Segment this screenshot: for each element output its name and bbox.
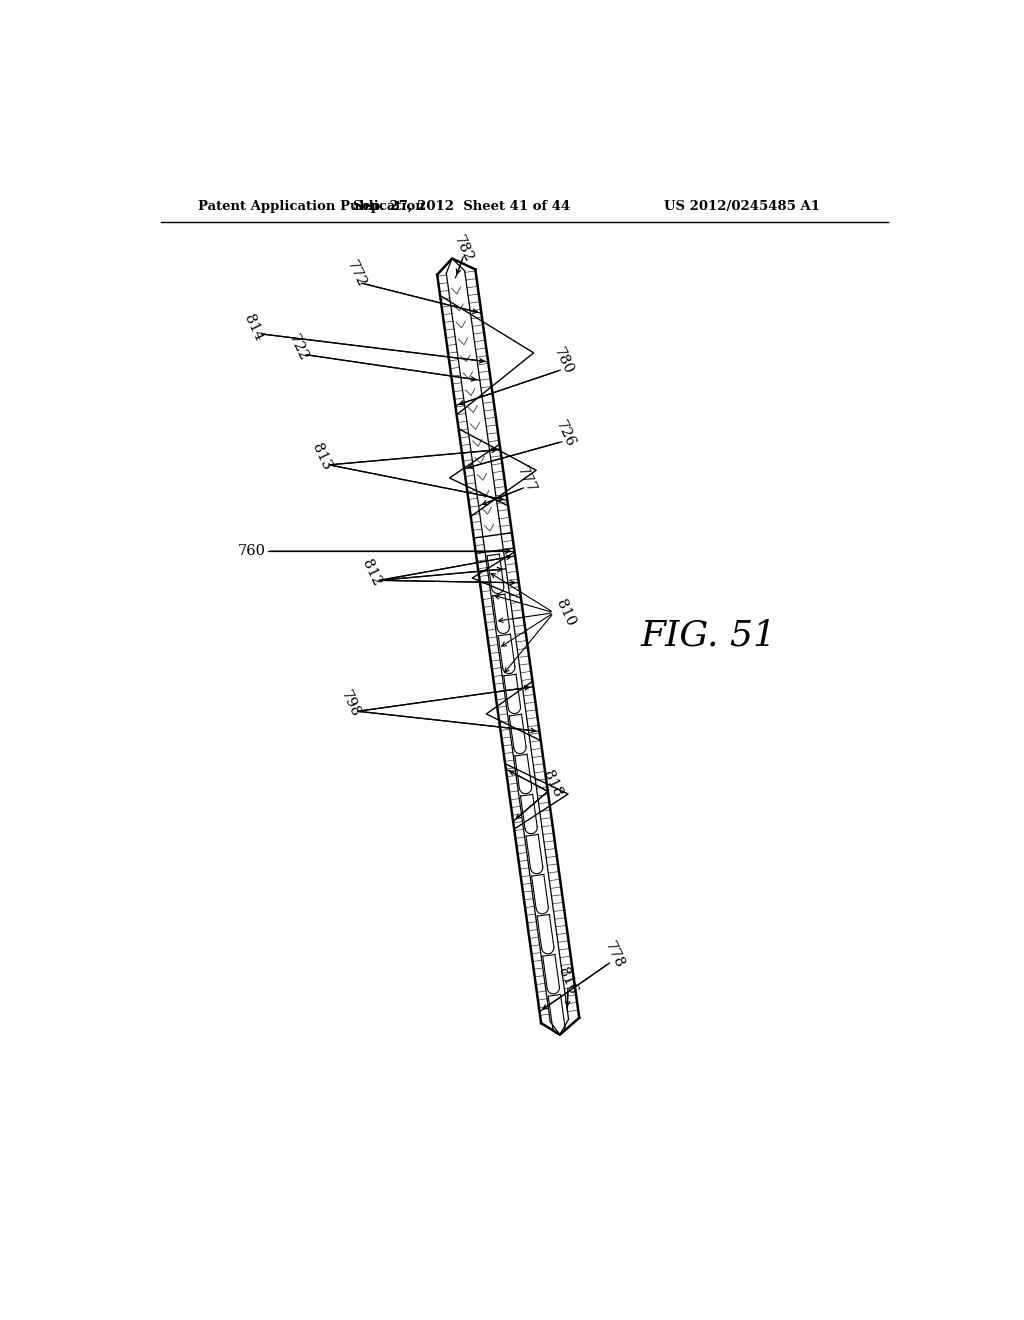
Text: 780: 780 <box>551 346 575 376</box>
Text: Sep. 27, 2012  Sheet 41 of 44: Sep. 27, 2012 Sheet 41 of 44 <box>353 199 570 213</box>
Text: 778: 778 <box>602 940 627 972</box>
Text: 772: 772 <box>344 259 369 289</box>
Text: 760: 760 <box>239 544 266 558</box>
Text: 810: 810 <box>553 597 578 628</box>
Text: US 2012/0245485 A1: US 2012/0245485 A1 <box>664 199 819 213</box>
Text: 818: 818 <box>541 768 565 799</box>
Text: FIG. 51: FIG. 51 <box>640 619 776 653</box>
Text: 813: 813 <box>309 442 334 473</box>
Text: 812: 812 <box>359 557 384 589</box>
Text: 726: 726 <box>553 418 578 450</box>
Text: 798: 798 <box>338 688 362 719</box>
Text: 816: 816 <box>556 965 581 997</box>
Text: Patent Application Publication: Patent Application Publication <box>199 199 425 213</box>
Text: 722: 722 <box>287 333 310 363</box>
Text: 777: 777 <box>514 465 539 496</box>
Text: 814: 814 <box>242 313 266 343</box>
Text: 782: 782 <box>451 234 475 265</box>
